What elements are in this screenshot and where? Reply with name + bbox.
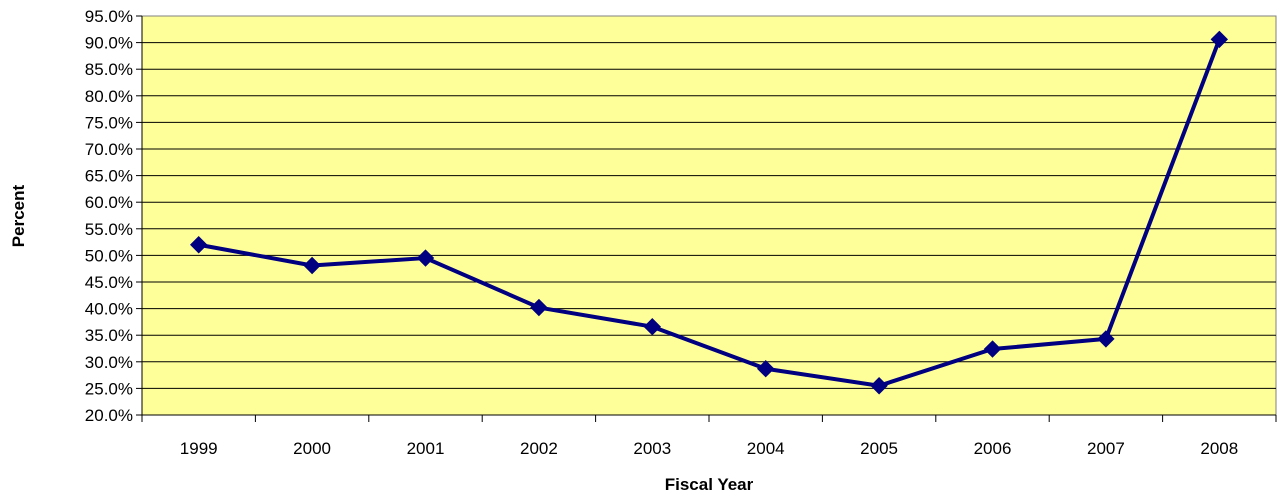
y-tick-label: 35.0% — [85, 326, 133, 345]
y-tick-label: 75.0% — [85, 113, 133, 132]
data-point-marker — [983, 340, 1002, 358]
x-tick-label: 2000 — [293, 439, 331, 458]
y-tick-label: 30.0% — [85, 353, 133, 372]
data-point-marker — [643, 317, 662, 336]
y-tick-label: 40.0% — [85, 300, 133, 319]
x-tick-label: 2003 — [633, 439, 671, 458]
y-tick-label: 70.0% — [85, 140, 133, 159]
y-tick-label: 85.0% — [85, 60, 133, 79]
data-point-marker — [1210, 30, 1229, 49]
y-tick-label: 65.0% — [85, 167, 133, 186]
y-tick-label: 50.0% — [85, 246, 133, 265]
x-tick-label: 2002 — [520, 439, 558, 458]
y-axis-title: Percent — [9, 184, 28, 247]
y-tick-label: 95.0% — [85, 7, 133, 26]
data-point-marker — [416, 249, 435, 267]
y-tick-label: 60.0% — [85, 193, 133, 212]
x-tick-label: 2001 — [407, 439, 445, 458]
x-axis: 1999 2000 2001 2002 2003 2004 2005 2006 2007 2008 — [141, 414, 1277, 458]
series-line — [198, 38, 1222, 388]
data-point-marker — [870, 377, 888, 395]
data-point-marker — [303, 256, 321, 275]
data-point-marker — [1097, 330, 1115, 348]
y-tick-label: 90.0% — [85, 34, 133, 53]
y-tick-label: 55.0% — [85, 220, 133, 239]
y-axis: 20.0% 25.0% 30.0% 35.0% 40.0% 45.0% 50.0% 55.0%… — [85, 7, 143, 425]
y-tick-label: 45.0% — [85, 273, 133, 292]
x-tick-label: 1999 — [180, 439, 218, 458]
plot-area — [141, 15, 1277, 416]
x-tick-label: 2005 — [860, 439, 898, 458]
x-tick-label: 2007 — [1087, 439, 1125, 458]
y-tick-label: 25.0% — [85, 379, 133, 398]
x-tick-label: 2008 — [1200, 439, 1238, 458]
x-axis-title: Fiscal Year — [665, 475, 754, 494]
x-tick-label: 2006 — [974, 439, 1012, 458]
gridlines — [142, 42, 1276, 389]
x-tick-label: 2004 — [747, 439, 785, 458]
data-point-marker — [756, 360, 775, 378]
y-tick-label: 80.0% — [85, 87, 133, 106]
series-layer — [189, 30, 1229, 395]
data-point-marker — [189, 236, 208, 254]
y-tick-label: 20.0% — [85, 406, 133, 425]
data-point-marker — [530, 298, 548, 317]
